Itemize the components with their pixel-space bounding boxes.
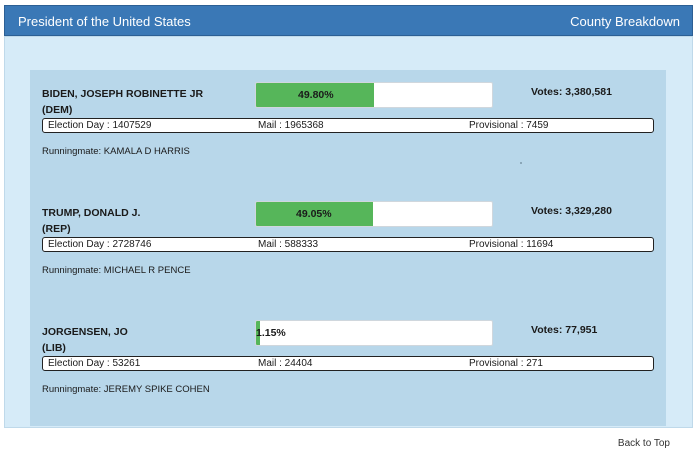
candidate-name: TRUMP, DONALD J. (REP)	[42, 205, 140, 237]
mail-count: Mail : 24404	[258, 358, 313, 369]
provisional-count: Provisional : 11694	[469, 239, 554, 250]
runningmate: Runningmate: JEREMY SPIKE COHEN	[42, 384, 210, 395]
runningmate: Runningmate: MICHAEL R PENCE	[42, 265, 191, 276]
vote-total: Votes: 3,329,280	[531, 205, 612, 217]
mail-count: Mail : 1965368	[258, 120, 324, 131]
vote-percent-fill	[256, 321, 260, 345]
candidate-row-trump: TRUMP, DONALD J. (REP) 49.05% Votes: 3,3…	[30, 189, 666, 299]
vote-type-breakdown: Election Day : 53261 Mail : 24404 Provis…	[42, 356, 654, 371]
provisional-count: Provisional : 7459	[469, 120, 549, 131]
vote-percent-label: 49.05%	[296, 208, 332, 220]
vote-percent-label: 49.80%	[298, 89, 334, 101]
candidate-row-jorgensen: JORGENSEN, JO (LIB) 1.15% Votes: 77,951 …	[30, 308, 666, 418]
race-title: President of the United States	[18, 14, 191, 29]
vote-percent-bar: 49.05%	[255, 201, 493, 227]
candidate-name-text: BIDEN, JOSEPH ROBINETTE JR	[42, 88, 204, 100]
election-day-count: Election Day : 1407529	[48, 120, 152, 131]
candidate-name: BIDEN, JOSEPH ROBINETTE JR (DEM)	[42, 86, 203, 118]
candidate-party: (REP)	[42, 223, 71, 235]
vote-total: Votes: 3,380,581	[531, 86, 612, 98]
candidate-party: (DEM)	[42, 104, 73, 116]
mail-count: Mail : 588333	[258, 239, 319, 250]
election-day-count: Election Day : 2728746	[48, 239, 152, 250]
provisional-count: Provisional : 271	[469, 358, 543, 369]
vote-total: Votes: 77,951	[531, 324, 598, 336]
candidate-name-text: TRUMP, DONALD J.	[42, 207, 141, 219]
election-day-count: Election Day : 53261	[48, 358, 141, 369]
back-to-top-link[interactable]: Back to Top	[617, 438, 670, 449]
candidate-name-text: JORGENSEN, JO	[42, 326, 128, 338]
candidate-party: (LIB)	[42, 342, 66, 354]
candidate-list: BIDEN, JOSEPH ROBINETTE JR (DEM) 49.80% …	[30, 70, 666, 426]
vote-percent-label: 1.15%	[256, 327, 286, 339]
results-header: President of the United States County Br…	[4, 5, 693, 36]
runningmate: Runningmate: KAMALA D HARRIS	[42, 146, 190, 157]
county-breakdown-link[interactable]: County Breakdown	[570, 14, 680, 29]
vote-percent-bar: 1.15%	[255, 320, 493, 346]
candidate-row-biden: BIDEN, JOSEPH ROBINETTE JR (DEM) 49.80% …	[30, 70, 666, 180]
decorative-dot	[520, 162, 522, 164]
vote-type-breakdown: Election Day : 2728746 Mail : 588333 Pro…	[42, 237, 654, 252]
vote-type-breakdown: Election Day : 1407529 Mail : 1965368 Pr…	[42, 118, 654, 133]
candidate-name: JORGENSEN, JO (LIB)	[42, 324, 128, 356]
vote-percent-fill	[256, 83, 374, 107]
vote-percent-fill	[256, 202, 373, 226]
vote-percent-bar: 49.80%	[255, 82, 493, 108]
